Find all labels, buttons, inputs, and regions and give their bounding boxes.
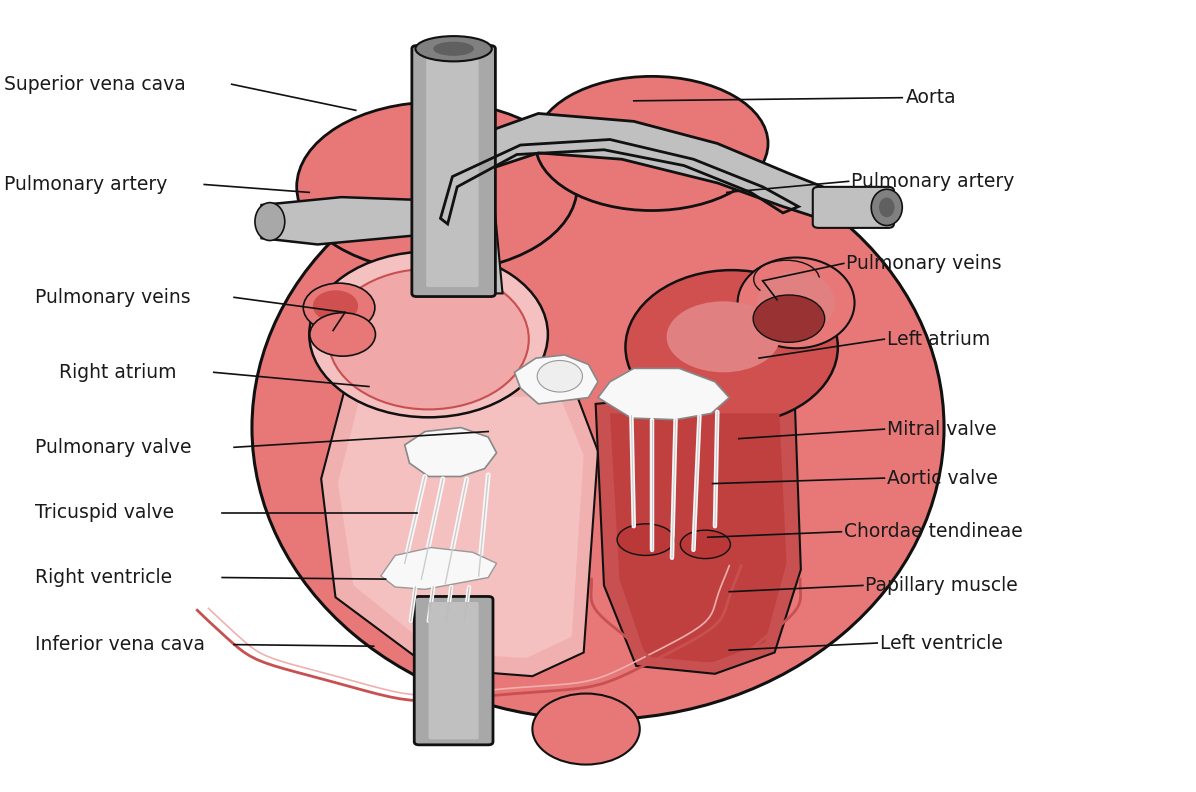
Text: Pulmonary artery: Pulmonary artery — [852, 172, 1014, 191]
Text: Papillary muscle: Papillary muscle — [865, 576, 1018, 595]
Text: Pulmonary valve: Pulmonary valve — [35, 438, 191, 457]
Ellipse shape — [255, 203, 285, 241]
Polygon shape — [338, 396, 584, 658]
Text: Aorta: Aorta — [905, 88, 957, 107]
Ellipse shape — [433, 42, 474, 56]
Ellipse shape — [753, 261, 819, 298]
Ellipse shape — [297, 102, 578, 272]
Text: Aortic valve: Aortic valve — [886, 469, 997, 488]
Ellipse shape — [252, 135, 944, 720]
Polygon shape — [598, 368, 730, 420]
Ellipse shape — [617, 524, 675, 555]
Ellipse shape — [626, 270, 838, 424]
Ellipse shape — [415, 36, 492, 61]
Ellipse shape — [666, 301, 780, 372]
Polygon shape — [514, 355, 598, 404]
FancyBboxPatch shape — [411, 46, 495, 296]
Text: Tricuspid valve: Tricuspid valve — [35, 503, 173, 522]
Ellipse shape — [738, 257, 855, 348]
Text: Pulmonary veins: Pulmonary veins — [35, 287, 190, 307]
Ellipse shape — [681, 530, 731, 558]
Ellipse shape — [537, 360, 582, 392]
Ellipse shape — [879, 197, 895, 217]
Polygon shape — [610, 413, 787, 663]
Text: Superior vena cava: Superior vena cava — [4, 74, 185, 93]
Polygon shape — [322, 380, 598, 676]
Polygon shape — [428, 113, 837, 230]
Text: Left atrium: Left atrium — [886, 329, 990, 348]
Ellipse shape — [536, 76, 768, 211]
Circle shape — [753, 295, 825, 342]
Text: Right ventricle: Right ventricle — [35, 568, 172, 587]
Ellipse shape — [313, 290, 358, 322]
Text: Inferior vena cava: Inferior vena cava — [35, 635, 205, 654]
Ellipse shape — [871, 189, 902, 226]
Ellipse shape — [310, 313, 376, 356]
Polygon shape — [415, 191, 502, 293]
Polygon shape — [262, 197, 428, 245]
Ellipse shape — [304, 284, 374, 332]
FancyBboxPatch shape — [426, 51, 478, 287]
Text: Chordae tendineae: Chordae tendineae — [844, 522, 1023, 541]
FancyBboxPatch shape — [428, 602, 478, 739]
Text: Pulmonary artery: Pulmonary artery — [4, 175, 167, 194]
Polygon shape — [380, 547, 496, 589]
Text: Pulmonary veins: Pulmonary veins — [847, 254, 1002, 273]
Text: Right atrium: Right atrium — [59, 363, 176, 382]
Ellipse shape — [757, 272, 835, 334]
Text: Left ventricle: Left ventricle — [879, 634, 1002, 653]
Ellipse shape — [310, 252, 548, 417]
Polygon shape — [404, 428, 496, 477]
Ellipse shape — [329, 269, 529, 409]
FancyBboxPatch shape — [813, 187, 893, 228]
Polygon shape — [596, 388, 801, 674]
FancyBboxPatch shape — [414, 596, 493, 744]
Ellipse shape — [532, 694, 640, 764]
Text: Mitral valve: Mitral valve — [886, 420, 996, 439]
